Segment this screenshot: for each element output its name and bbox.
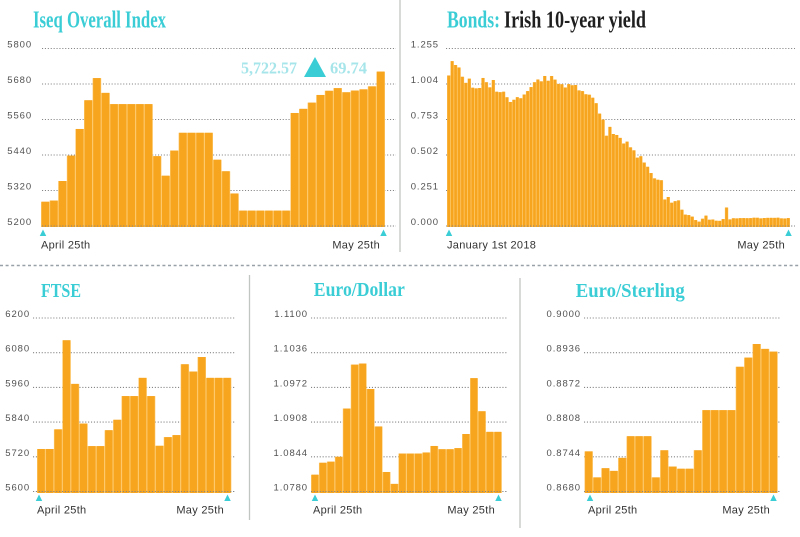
svg-text:Bonds:: Bonds: (447, 8, 500, 34)
svg-text:Iseq Overall Index: Iseq Overall Index (33, 8, 166, 34)
svg-text:Euro/Sterling: Euro/Sterling (576, 280, 685, 302)
svg-text:May 25th: May 25th (737, 240, 785, 252)
svg-text:5800: 5800 (7, 40, 32, 51)
svg-text:6200: 6200 (5, 309, 30, 320)
svg-text:April 25th: April 25th (588, 505, 637, 517)
svg-text:0.8744: 0.8744 (547, 448, 581, 459)
svg-text:Irish 10-year yield: Irish 10-year yield (504, 8, 646, 34)
svg-text:FTSE: FTSE (41, 280, 81, 302)
svg-text:0.8872: 0.8872 (547, 378, 581, 389)
svg-text:1.0844: 1.0844 (274, 448, 308, 459)
svg-text:1.0972: 1.0972 (274, 378, 308, 389)
svg-text:1.004: 1.004 (411, 75, 439, 86)
svg-text:5200: 5200 (7, 217, 32, 228)
svg-text:May 25th: May 25th (176, 505, 224, 517)
svg-text:April 25th: April 25th (37, 505, 86, 517)
svg-text:April 25th: April 25th (313, 505, 362, 517)
svg-text:5,722.57: 5,722.57 (241, 59, 297, 78)
svg-text:Euro/Dollar: Euro/Dollar (314, 279, 405, 301)
svg-text:1.1100: 1.1100 (274, 309, 308, 320)
svg-text:5600: 5600 (5, 483, 30, 494)
svg-text:5560: 5560 (7, 111, 32, 122)
svg-text:1.0908: 1.0908 (274, 413, 308, 424)
svg-text:0.8808: 0.8808 (547, 413, 581, 424)
svg-text:5840: 5840 (5, 413, 30, 424)
svg-text:5680: 5680 (7, 75, 32, 86)
svg-text:69.74: 69.74 (330, 59, 367, 78)
svg-text:January 1st 2018: January 1st 2018 (447, 240, 536, 252)
svg-text:0.8680: 0.8680 (547, 483, 581, 494)
svg-text:0.753: 0.753 (411, 111, 439, 122)
svg-text:May 25th: May 25th (722, 505, 770, 517)
svg-text:0.502: 0.502 (411, 146, 439, 157)
svg-text:0.251: 0.251 (411, 182, 439, 193)
svg-text:6080: 6080 (5, 344, 30, 355)
svg-text:April 25th: April 25th (41, 240, 90, 252)
svg-text:1.0780: 1.0780 (274, 483, 308, 494)
svg-text:5720: 5720 (5, 448, 30, 459)
svg-text:May 25th: May 25th (332, 240, 380, 252)
svg-text:0.9000: 0.9000 (547, 309, 581, 320)
svg-text:May 25th: May 25th (447, 505, 495, 517)
svg-text:5320: 5320 (7, 182, 32, 193)
svg-text:0.8936: 0.8936 (547, 344, 581, 355)
svg-text:5440: 5440 (7, 146, 32, 157)
svg-text:5960: 5960 (5, 378, 30, 389)
svg-text:0.000: 0.000 (411, 217, 439, 228)
svg-text:1.255: 1.255 (411, 40, 439, 51)
svg-text:1.1036: 1.1036 (274, 344, 308, 355)
